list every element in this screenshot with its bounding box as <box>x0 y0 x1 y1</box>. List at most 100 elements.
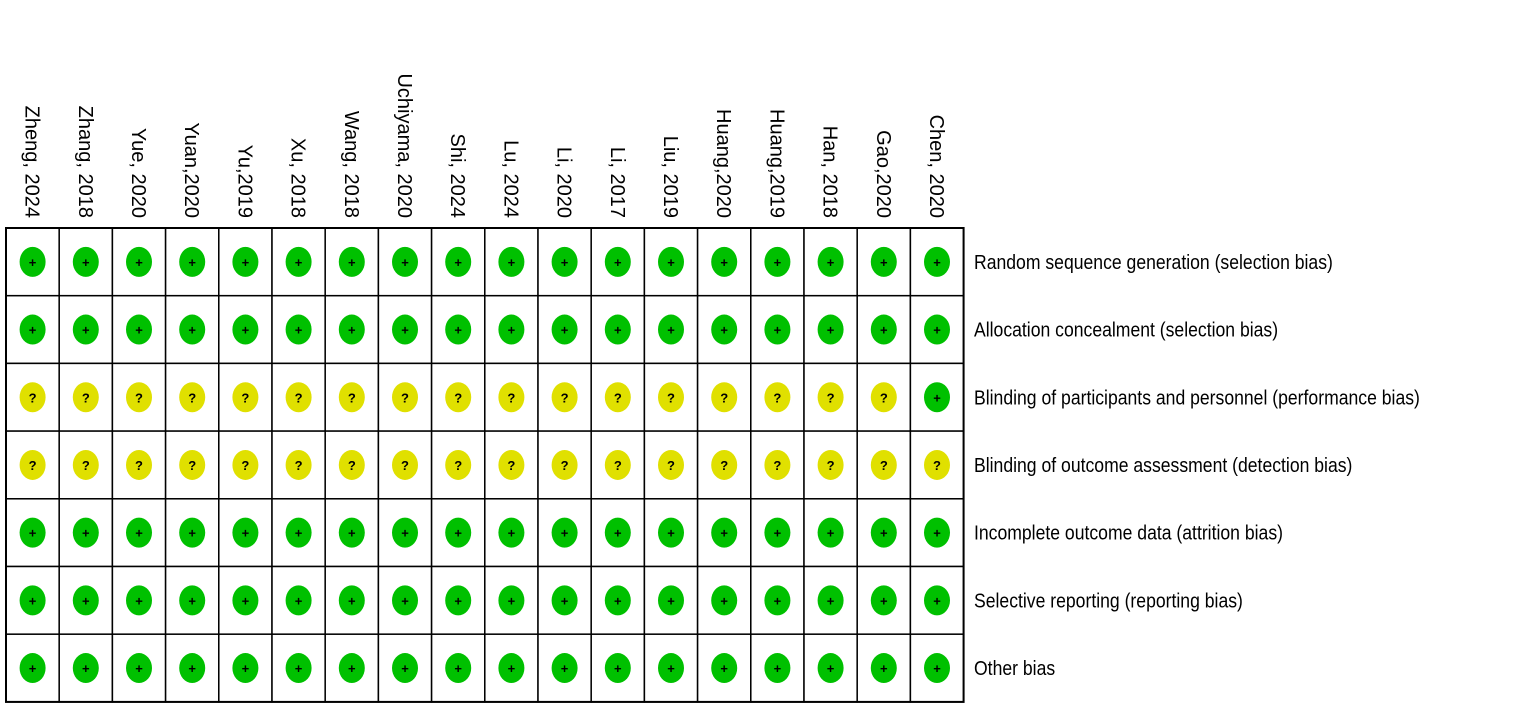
judgment-symbol: + <box>561 323 569 338</box>
judgment-dot <box>19 449 46 480</box>
judgment-dot <box>658 382 684 413</box>
judgment-symbol: + <box>135 661 143 676</box>
judgment-symbol: + <box>295 661 303 676</box>
judgment-dot <box>924 585 950 616</box>
judgment-dot <box>72 449 99 480</box>
judgment-symbol: + <box>401 526 409 541</box>
judgment-dot <box>817 246 844 277</box>
judgment-symbol: + <box>508 526 516 541</box>
judgment-symbol: + <box>720 255 728 270</box>
judgment-symbol: + <box>774 593 782 608</box>
judgment-dot <box>19 653 46 684</box>
judgment-symbol: + <box>561 593 569 608</box>
study-label: Wang, 2018 <box>340 111 362 218</box>
study-label: Chen, 2020 <box>925 115 947 218</box>
judgment-dot <box>551 517 578 548</box>
judgment-symbol: + <box>933 661 941 676</box>
judgment-dot <box>764 246 791 277</box>
judgment-symbol: + <box>454 593 462 608</box>
judgment-symbol: + <box>82 255 90 270</box>
judgment-dot <box>551 382 578 413</box>
judgment-dot <box>338 382 365 413</box>
judgment-symbol: ? <box>827 390 835 405</box>
domain-label: Blinding of participants and personnel (… <box>974 386 1420 408</box>
judgment-symbol: + <box>348 661 356 676</box>
judgment-dot <box>711 449 738 480</box>
judgment-dot <box>179 314 206 345</box>
judgment-symbol: ? <box>880 390 888 405</box>
judgment-symbol: + <box>614 526 622 541</box>
judgment-dot <box>924 246 950 277</box>
judgment-symbol: + <box>135 526 143 541</box>
judgment-dot <box>604 585 631 616</box>
judgment-dot <box>604 449 631 480</box>
judgment-symbol: ? <box>135 390 143 405</box>
judgment-symbol: + <box>29 255 37 270</box>
judgment-dot <box>19 585 46 616</box>
judgment-dot <box>498 653 525 684</box>
judgment-symbol: + <box>29 593 37 608</box>
judgment-symbol: + <box>135 593 143 608</box>
judgment-symbol: + <box>561 661 569 676</box>
judgment-dot <box>551 246 578 277</box>
judgment-dot <box>764 314 791 345</box>
judgment-dot <box>285 653 312 684</box>
judgment-dot <box>285 314 312 345</box>
judgment-dot <box>658 653 684 684</box>
judgment-dot <box>817 449 844 480</box>
judgment-dot <box>445 449 472 480</box>
judgment-symbol: + <box>667 255 675 270</box>
judgment-symbol: ? <box>401 458 409 473</box>
judgment-symbol: ? <box>507 458 515 473</box>
judgment-dot <box>126 517 152 548</box>
judgment-dot <box>126 449 152 480</box>
judgment-dot <box>711 653 738 684</box>
judgment-symbol: + <box>348 323 356 338</box>
judgment-symbol: + <box>295 323 303 338</box>
judgment-symbol: + <box>295 593 303 608</box>
judgment-symbol: ? <box>188 458 196 473</box>
judgment-symbol: ? <box>29 390 37 405</box>
judgment-dot <box>924 653 950 684</box>
judgment-dot <box>498 517 525 548</box>
judgment-symbol: + <box>82 593 90 608</box>
judgment-symbol: ? <box>773 390 781 405</box>
cell <box>484 294 539 365</box>
judgment-symbol: + <box>401 661 409 676</box>
judgment-symbol: + <box>614 661 622 676</box>
judgment-dot <box>604 382 631 413</box>
judgment-symbol: + <box>82 323 90 338</box>
judgment-symbol: + <box>561 255 569 270</box>
judgment-symbol: ? <box>454 390 462 405</box>
judgment-symbol: ? <box>667 390 675 405</box>
judgment-symbol: + <box>774 323 782 338</box>
judgment-symbol: ? <box>827 458 835 473</box>
domain-label: Other bias <box>974 657 1055 679</box>
judgment-dot <box>445 314 472 345</box>
judgment-symbol: ? <box>720 458 728 473</box>
judgment-symbol: + <box>242 593 250 608</box>
judgment-symbol: + <box>720 526 728 541</box>
judgment-dot <box>126 382 152 413</box>
judgment-dot <box>72 653 99 684</box>
judgment-symbol: ? <box>773 458 781 473</box>
judgment-symbol: + <box>29 526 37 541</box>
study-label: Li, 2020 <box>553 147 575 218</box>
study-label: Han, 2018 <box>819 126 841 218</box>
domain-label: Incomplete outcome data (attrition bias) <box>974 522 1283 544</box>
judgment-symbol: + <box>667 593 675 608</box>
judgment-dot <box>232 382 259 413</box>
judgment-symbol: + <box>880 323 888 338</box>
judgment-symbol: + <box>348 255 356 270</box>
judgment-symbol: + <box>933 526 941 541</box>
judgment-symbol: + <box>880 526 888 541</box>
judgment-dot <box>551 314 578 345</box>
judgment-dot <box>19 517 46 548</box>
judgment-symbol: ? <box>295 390 303 405</box>
judgment-dot <box>764 517 791 548</box>
judgment-symbol: ? <box>507 390 515 405</box>
judgment-symbol: ? <box>561 458 569 473</box>
judgment-dot <box>498 246 525 277</box>
judgment-dot <box>870 314 897 345</box>
judgment-dot <box>764 449 791 480</box>
